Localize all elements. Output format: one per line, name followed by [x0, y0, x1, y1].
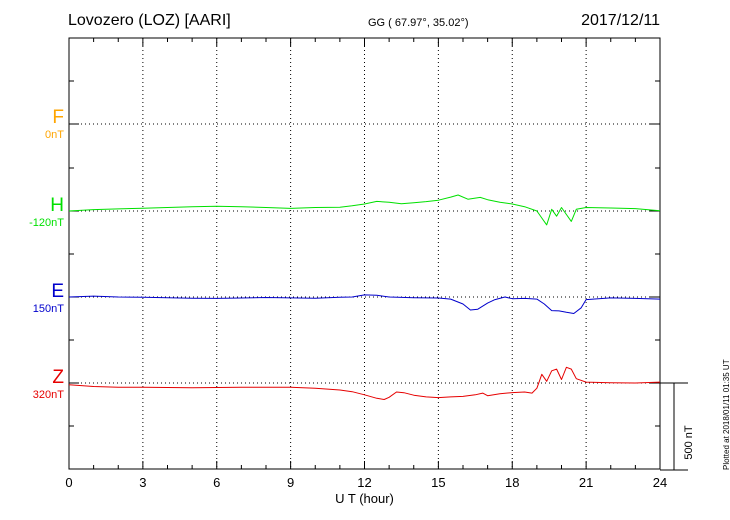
x-tick-label: 9 — [287, 475, 294, 490]
baseline-label-z: 320nT — [32, 389, 64, 401]
x-tick-label: 24 — [653, 475, 667, 490]
component-label-h: H -120nT — [4, 196, 64, 230]
x-tick-label: 6 — [213, 475, 220, 490]
scale-bar-label: 500 nT — [683, 425, 695, 460]
x-tick-label: 15 — [431, 475, 445, 490]
component-letter-h: H — [50, 195, 64, 216]
x-tick-label: 18 — [505, 475, 519, 490]
x-tick-label: 3 — [139, 475, 146, 490]
geographic-coordinates: GG ( 67.97°, 35.02°) — [368, 17, 469, 29]
series-line-h — [68, 194, 661, 226]
x-tick-label: 12 — [357, 475, 371, 490]
x-tick-label: 21 — [579, 475, 593, 490]
station-title: Lovozero (LOZ) [AARI] — [68, 12, 231, 29]
baseline-label-f: 0nT — [45, 129, 64, 141]
component-label-f: F 0nT — [4, 108, 64, 142]
component-label-e: E 150nT — [4, 282, 64, 316]
component-label-z: Z 320nT — [4, 368, 64, 402]
component-letter-e: E — [51, 281, 64, 302]
plotted-timestamp: Plotted at 2018/01/11 01:35 UT — [722, 359, 730, 470]
date-label: 2017/12/11 — [581, 12, 660, 29]
series-line-e — [68, 294, 661, 314]
component-letter-z: Z — [52, 367, 64, 388]
x-axis-label: U T (hour) — [335, 491, 394, 506]
baseline-label-h: -120nT — [29, 217, 64, 229]
x-tick-label: 0 — [65, 475, 72, 490]
baseline-label-e: 150nT — [32, 303, 64, 315]
series-line-z — [68, 366, 661, 400]
component-letter-f: F — [52, 107, 64, 128]
